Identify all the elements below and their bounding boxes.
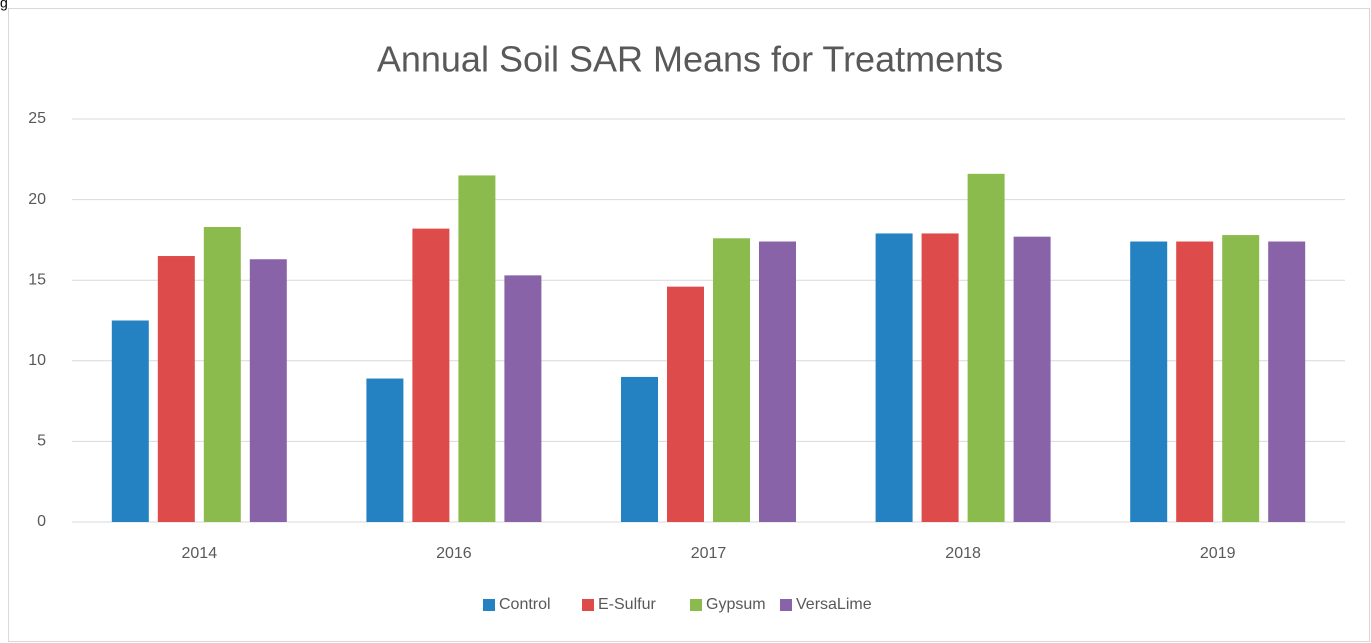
bar	[1176, 241, 1214, 522]
x-tick-label: 2018	[945, 545, 981, 562]
y-tick-label: 5	[37, 433, 46, 450]
bar	[458, 175, 496, 523]
legend-swatch	[690, 599, 702, 611]
bar	[111, 320, 149, 522]
x-tick-label: 2019	[1200, 545, 1236, 562]
bar	[249, 259, 287, 522]
y-tick-label: 25	[28, 110, 46, 127]
bar	[203, 227, 241, 522]
bar	[412, 228, 450, 522]
bar	[1268, 241, 1306, 522]
legend-label: Gypsum	[706, 596, 766, 613]
bar	[1013, 236, 1051, 522]
legend-label: VersaLime	[796, 596, 872, 613]
bar	[504, 275, 542, 522]
bar	[157, 256, 195, 522]
x-tick-label: 2014	[182, 545, 218, 562]
bar	[875, 233, 913, 522]
legend-swatch	[483, 599, 495, 611]
y-tick-label: 20	[28, 191, 46, 208]
bar	[667, 286, 704, 522]
bar	[1222, 235, 1260, 522]
legend-swatch	[780, 599, 792, 611]
legend-label: E-Sulfur	[598, 596, 656, 613]
y-tick-label: 15	[28, 271, 46, 288]
page-fragment: g	[0, 0, 8, 11]
y-tick-label: 0	[37, 513, 46, 530]
y-tick-label: 10	[28, 352, 46, 369]
bar	[759, 241, 796, 522]
bar	[366, 378, 404, 522]
bar	[1130, 241, 1168, 522]
bar	[967, 173, 1005, 523]
x-tick-label: 2016	[436, 545, 472, 562]
bar	[713, 238, 750, 522]
bar	[621, 376, 658, 522]
bar	[921, 233, 959, 522]
x-tick-label: 2017	[691, 545, 727, 562]
legend-label: Control	[499, 596, 551, 613]
legend-swatch	[582, 599, 594, 611]
chart-title: Annual Soil SAR Means for Treatments	[377, 39, 1003, 80]
